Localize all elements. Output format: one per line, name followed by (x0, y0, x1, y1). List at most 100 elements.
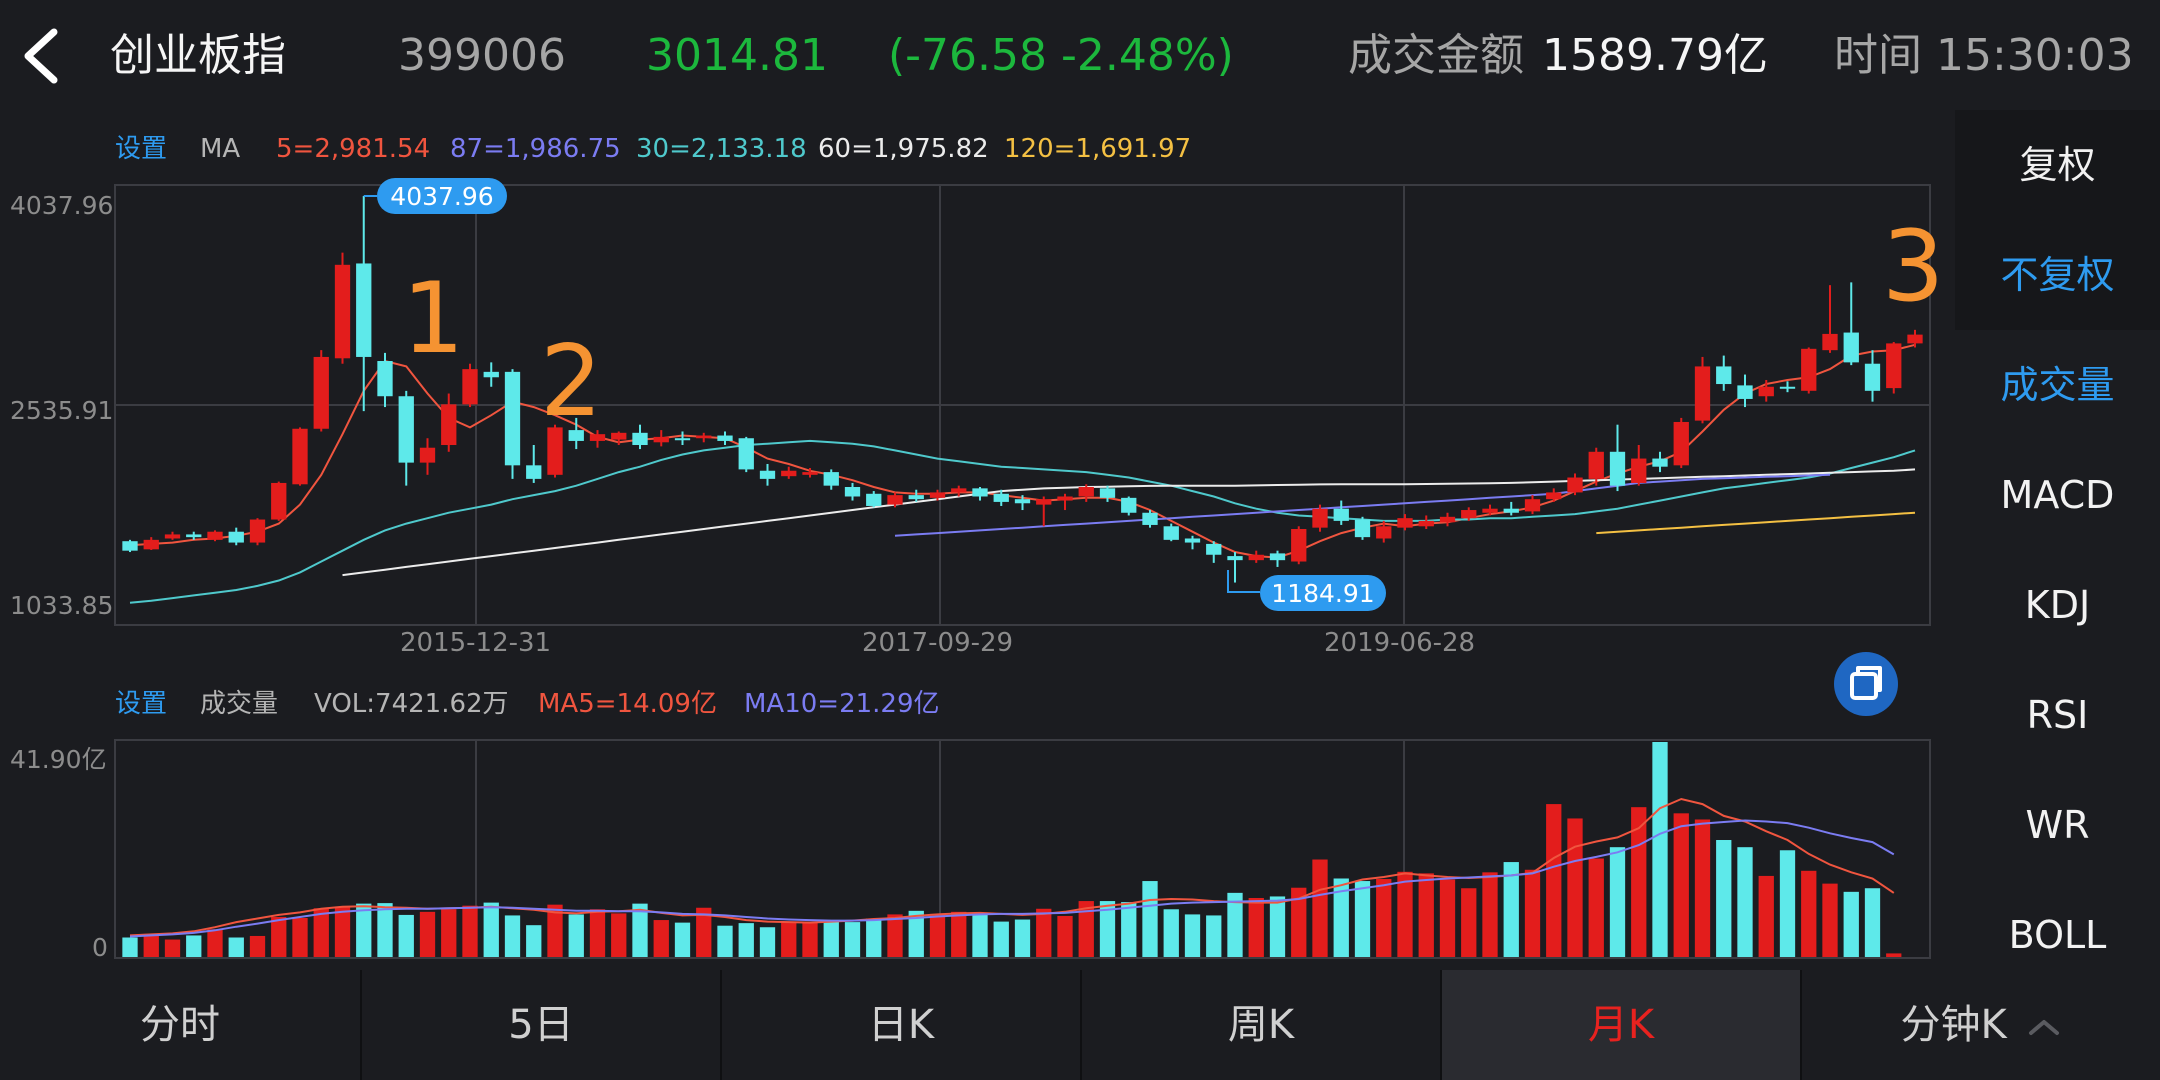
tab-monthly-k[interactable]: 月K (1442, 970, 1800, 1080)
candle (1503, 501, 1519, 516)
candle (143, 537, 159, 551)
tab-5day[interactable]: 5日 (508, 1002, 574, 1048)
volume-panel (114, 739, 1931, 959)
candle (1822, 285, 1838, 353)
volume-bar (334, 907, 351, 957)
side-item-fuquan[interactable]: 复权 (1955, 110, 2160, 220)
volume-ma-lines (129, 797, 1895, 938)
volume-bar (972, 912, 988, 957)
time-label: 时间 (1834, 30, 1922, 81)
chart-area[interactable]: 设置 MA 5=2,981.54 87=1,986.75 30=2,133.18… (0, 0, 1955, 970)
candle (1567, 473, 1583, 496)
candle (1546, 488, 1562, 502)
volume-bar (1121, 902, 1137, 957)
x-tick-1: 2015-12-31 (400, 628, 551, 658)
side-item-boll[interactable]: BOLL (2008, 913, 2107, 957)
volume-bar (1291, 887, 1307, 957)
candle (1907, 329, 1923, 348)
volume-bar (1588, 858, 1604, 957)
tab-minute-k[interactable]: 分钟K (1802, 970, 2160, 1080)
volume-bar (1184, 914, 1201, 957)
tab-intraday[interactable]: 分时 (140, 1002, 220, 1048)
side-item-rsi[interactable]: RSI (2026, 693, 2089, 737)
volume-bar (632, 903, 648, 957)
candle (823, 469, 839, 490)
volume-bar (717, 925, 733, 957)
period-tabs: 分时 5日 日K 周K 月K 分钟K (0, 970, 2160, 1080)
volume-bar (441, 909, 457, 957)
volume-bar (1716, 840, 1732, 957)
tab-minute-k-label: 分钟K (1900, 1002, 2007, 1048)
ma5-value: 5=2,981.54 (276, 134, 430, 164)
volume-bar (951, 911, 967, 957)
volume-bar (1546, 804, 1562, 957)
vol-settings-link[interactable]: 设置 (115, 689, 167, 719)
volume-bar (504, 915, 521, 957)
volume-bar (377, 903, 393, 957)
candle (207, 530, 223, 542)
side-item-volume[interactable]: 成交量 (2000, 363, 2115, 407)
candle (1737, 374, 1753, 408)
rotate-screen-button[interactable] (1834, 652, 1898, 716)
candle (334, 252, 351, 364)
tab-daily-k[interactable]: 日K (867, 1002, 935, 1048)
volume-bar (292, 918, 308, 957)
volume-bar (866, 918, 882, 957)
volume-bar (1439, 879, 1456, 957)
side-item-bufuquan[interactable]: 不复权 (1955, 220, 2160, 330)
ma-settings-link[interactable]: 设置 (115, 134, 167, 164)
candle (1291, 526, 1307, 565)
side-item-wr[interactable]: WR (2025, 803, 2090, 847)
back-arrow-icon[interactable] (18, 28, 68, 84)
candle (1397, 514, 1413, 531)
volume-bar (674, 922, 691, 957)
volume-bar (1737, 847, 1753, 957)
ma120-value: 120=1,691.97 (1004, 134, 1191, 164)
volume-bar (1758, 875, 1774, 957)
candle (951, 485, 967, 497)
candle (1312, 504, 1328, 532)
volume-bar (1503, 862, 1519, 957)
annotation-3: 3 (1882, 210, 1944, 324)
candle (1142, 510, 1158, 528)
max-callout: 4037.96 (363, 178, 507, 214)
candle (696, 432, 712, 443)
y-tick-min: 1033.85 (10, 591, 113, 620)
volume-bar (738, 923, 754, 957)
tab-divider (1080, 970, 1082, 1080)
volume-bar (1864, 888, 1881, 957)
candle (908, 489, 924, 502)
volume-bar (908, 910, 924, 957)
volume-bar (186, 935, 202, 957)
annotation-2: 2 (540, 325, 602, 439)
candle (1588, 447, 1604, 486)
candle (228, 527, 244, 546)
min-callout: 1184.91 (1227, 570, 1386, 611)
candle (1376, 520, 1392, 543)
side-item-kdj[interactable]: KDJ (2024, 583, 2091, 627)
candle (1354, 516, 1371, 540)
vol-ma5-value: MA5=14.09亿 (538, 689, 717, 719)
volume-bar (1673, 813, 1689, 957)
volume-bar (759, 927, 776, 957)
candle (462, 363, 478, 408)
volume-bar (823, 920, 839, 957)
candle (568, 417, 584, 450)
candle (1439, 512, 1456, 527)
ma87-value: 87=1,986.75 (450, 134, 621, 164)
candle (1163, 523, 1179, 542)
candle (483, 362, 499, 387)
tab-weekly-k[interactable]: 周K (1227, 1002, 1295, 1048)
volume-bar (1397, 871, 1413, 957)
candle (1014, 495, 1031, 511)
volume-bar (398, 914, 414, 957)
volume-bar (249, 935, 266, 957)
annotation-1: 1 (402, 262, 464, 376)
candle (122, 539, 138, 553)
side-item-macd[interactable]: MACD (2000, 473, 2115, 517)
ma-lines (129, 343, 1916, 604)
volume-bar (228, 937, 244, 957)
turnover-label: 成交金额 (1348, 30, 1524, 81)
volume-bar (1057, 915, 1073, 957)
volume-bar (1248, 897, 1264, 957)
